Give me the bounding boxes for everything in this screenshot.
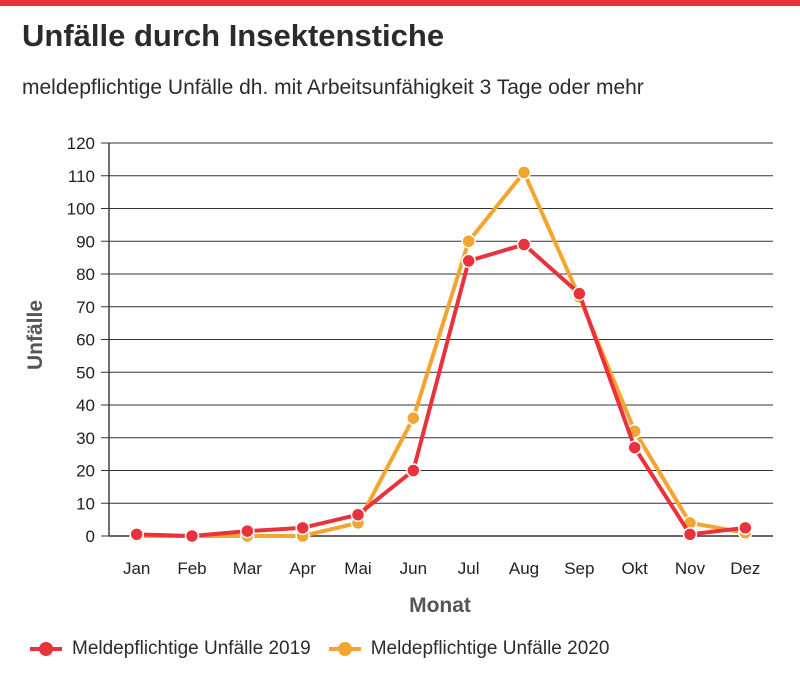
top-accent-bar — [0, 0, 800, 6]
point-2019-jun — [406, 463, 421, 478]
legend-label-2020: Meldepflichtige Unfälle 2020 — [370, 638, 610, 659]
x-tick-label-jul: Jul — [458, 559, 480, 578]
x-tick-label-nov: Nov — [675, 559, 706, 578]
y-tick-label-90: 90 — [76, 232, 95, 251]
point-2019-feb — [184, 528, 200, 544]
x-tick-label-aug: Aug — [509, 559, 539, 578]
y-tick-label-40: 40 — [76, 396, 95, 415]
x-tick-label-mar: Mar — [233, 559, 263, 578]
x-tick-label-dez: Dez — [730, 559, 760, 578]
legend-swatch-2019 — [30, 642, 62, 656]
y-tick-label-50: 50 — [76, 363, 95, 382]
point-2019-jan — [129, 527, 144, 542]
x-tick-labels: Jan Feb Mar Apr Mai Jun Jul Aug Sep Okt Nov Dez — [123, 559, 760, 578]
x-tick-label-okt: Okt — [621, 559, 648, 578]
x-tick-label-sep: Sep — [564, 559, 594, 578]
point-2019-apr — [295, 520, 310, 536]
line-chart: 0 10 20 30 40 50 60 70 80 90 100 110 120 Jan Feb Mar Ap… — [24, 134, 773, 617]
point-2019-mar — [240, 523, 255, 539]
y-tick-label-20: 20 — [76, 462, 95, 481]
point-2019-aug — [516, 237, 532, 252]
legend: Meldepflichtige Unfälle 2019 Meldepflich… — [30, 636, 609, 662]
point-2019-dez — [738, 520, 753, 536]
y-tick-label-30: 30 — [76, 429, 95, 448]
chart-subtitle: meldepflichtige Unfälle dh. mit Arbeitsu… — [22, 76, 644, 99]
series-line-2019 — [134, 242, 748, 538]
x-tick-label-jan: Jan — [123, 559, 150, 578]
y-tick-label-120: 120 — [67, 134, 95, 153]
point-2020-jun — [406, 410, 421, 426]
point-2019-okt — [627, 440, 642, 455]
y-tick-labels: 0 10 20 30 40 50 60 70 80 90 100 110 120 — [67, 134, 95, 546]
legend-swatch-2020 — [328, 642, 361, 656]
x-axis-label: Monat — [409, 594, 471, 617]
x-tick-label-apr: Apr — [289, 559, 316, 578]
legend-item-2019: Meldepflichtige Unfälle 2019 — [30, 638, 311, 660]
x-tick-label-feb: Feb — [177, 559, 206, 578]
x-tick-label-jun: Jun — [400, 559, 427, 578]
y-tick-label-0: 0 — [86, 527, 95, 546]
legend-item-2020: Meldepflichtige Unfälle 2020 — [328, 638, 610, 660]
series-group — [129, 165, 753, 544]
series-line-2020 — [134, 170, 748, 538]
point-2019-sep — [572, 286, 587, 301]
point-2019-nov — [682, 527, 698, 542]
y-tick-label-100: 100 — [67, 200, 95, 219]
point-2020-jul — [461, 234, 476, 249]
y-tick-label-60: 60 — [76, 331, 95, 350]
y-tick-label-110: 110 — [68, 167, 95, 186]
y-tick-label-80: 80 — [76, 265, 95, 284]
y-tick-label-70: 70 — [76, 298, 95, 317]
point-2019-mai — [350, 507, 366, 522]
point-2019-jul — [461, 253, 476, 269]
series-2019 — [129, 237, 753, 544]
legend-label-2019: Meldepflichtige Unfälle 2019 — [72, 638, 311, 659]
point-2020-aug — [516, 165, 532, 180]
y-axis-label: Unfälle — [24, 300, 47, 370]
y-tick-label-10: 10 — [76, 494, 95, 513]
chart-title: Unfälle durch Insektenstiche — [22, 18, 445, 53]
x-tick-label-mai: Mai — [344, 559, 371, 578]
